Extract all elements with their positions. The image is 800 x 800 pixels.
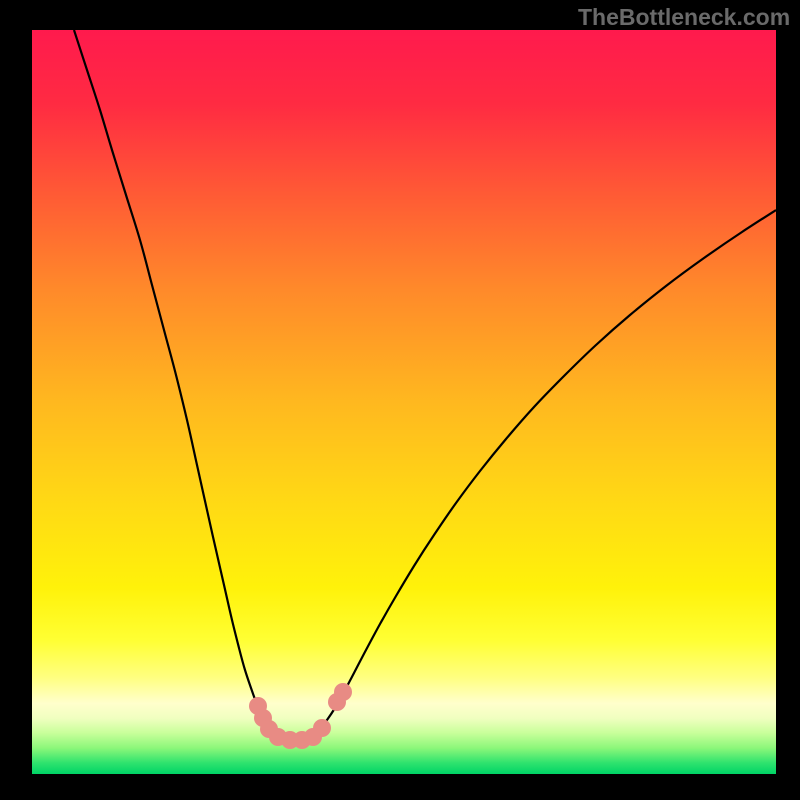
optimum-dot bbox=[334, 683, 352, 701]
bottleneck-curve-left bbox=[74, 30, 276, 735]
plot-area bbox=[32, 30, 776, 774]
optimum-dots bbox=[249, 683, 352, 749]
watermark-text: TheBottleneck.com bbox=[578, 4, 790, 31]
optimum-dot bbox=[313, 719, 331, 737]
curves-layer bbox=[32, 30, 776, 774]
bottleneck-curve-right bbox=[314, 210, 776, 735]
chart-frame: TheBottleneck.com bbox=[0, 0, 800, 800]
